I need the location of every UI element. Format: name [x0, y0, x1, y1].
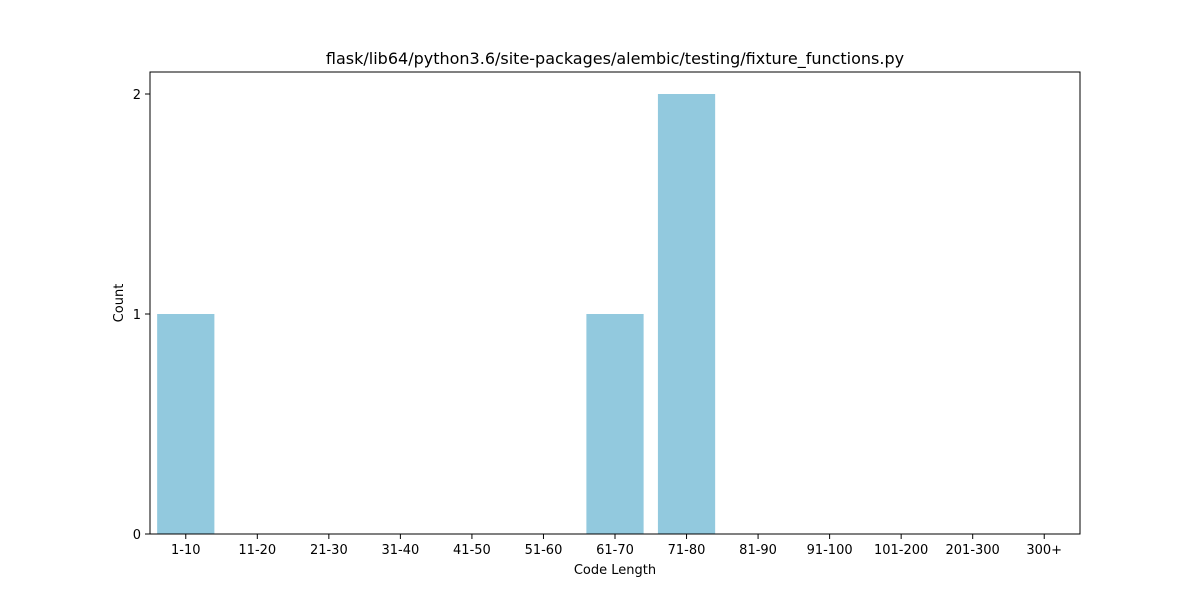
bar-61-70: [586, 314, 644, 534]
bar-1-10: [157, 314, 215, 534]
x-tick-label: 81-90: [739, 543, 777, 558]
x-tick-label: 21-30: [310, 543, 348, 558]
bars: [157, 94, 716, 534]
x-tick-label: 91-100: [807, 543, 853, 558]
x-tick-label: 51-60: [525, 543, 563, 558]
x-tick-label: 11-20: [238, 543, 276, 558]
x-tick-label: 61-70: [596, 543, 634, 558]
x-axis-label: Code Length: [574, 563, 656, 578]
x-axis: 1-10 11-20 21-30 31-40 41-50 51-60 61-70 71-80 8…: [171, 534, 1062, 558]
y-tick-label: 0: [133, 528, 141, 543]
x-tick-label: 101-200: [874, 543, 928, 558]
y-axis: 0 1 2: [133, 88, 150, 543]
x-tick-label: 31-40: [381, 543, 419, 558]
x-tick-label: 71-80: [668, 543, 706, 558]
x-tick-label: 201-300: [946, 543, 1000, 558]
y-tick-label: 1: [133, 308, 141, 323]
x-tick-label: 41-50: [453, 543, 491, 558]
y-axis-label: Count: [112, 284, 127, 323]
chart-title: flask/lib64/python3.6/site-packages/alem…: [326, 49, 904, 69]
bar-71-80: [657, 94, 716, 534]
x-tick-label: 1-10: [171, 543, 201, 558]
x-tick-label: 300+: [1026, 543, 1062, 558]
y-tick-label: 2: [133, 88, 141, 103]
